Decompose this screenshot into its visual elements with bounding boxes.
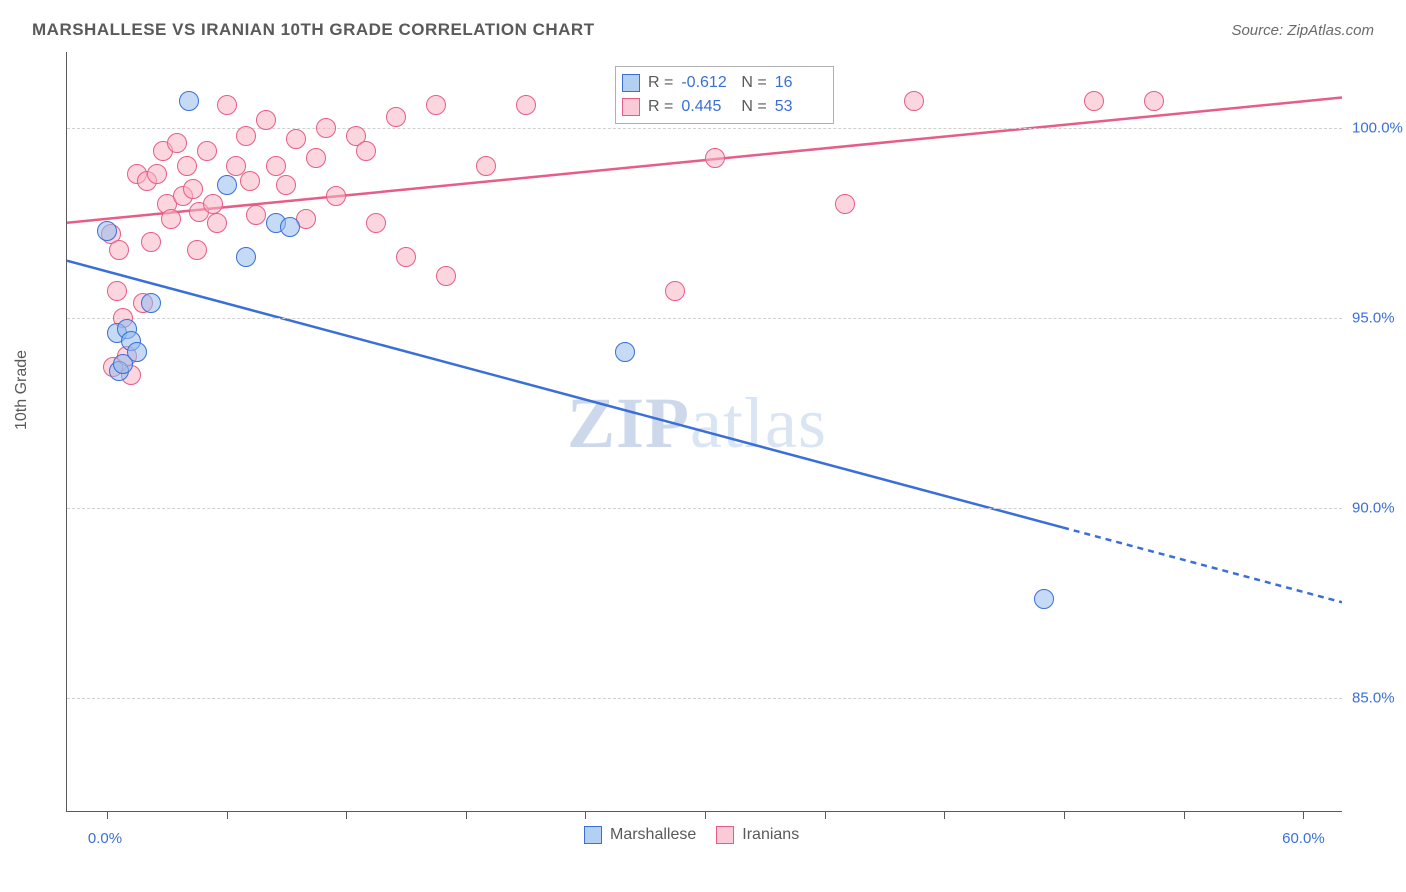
y-tick-label: 90.0% (1352, 500, 1406, 517)
data-point (366, 213, 386, 233)
data-point (316, 118, 336, 138)
data-point (904, 91, 924, 111)
source-credit: Source: ZipAtlas.com (1231, 22, 1374, 39)
data-point (236, 247, 256, 267)
x-tick (1064, 811, 1065, 819)
data-point (835, 194, 855, 214)
gridline (67, 698, 1342, 699)
x-tick (705, 811, 706, 819)
gridline (67, 318, 1342, 319)
correlation-stats-box: R = -0.612 N = 16 R = 0.445 N = 53 (615, 66, 834, 124)
gridline (67, 128, 1342, 129)
data-point (426, 95, 446, 115)
watermark: ZIPatlas (567, 382, 827, 465)
data-point (217, 95, 237, 115)
data-point (476, 156, 496, 176)
data-point (183, 179, 203, 199)
data-point (436, 266, 456, 286)
data-point (236, 126, 256, 146)
x-tick (107, 811, 108, 819)
data-point (266, 156, 286, 176)
data-point (167, 133, 187, 153)
data-point (147, 164, 167, 184)
data-point (276, 175, 296, 195)
scatter-plot: ZIPatlas R = -0.612 N = 16 R = 0.445 N =… (66, 52, 1342, 812)
y-tick-label: 85.0% (1352, 690, 1406, 707)
swatch-pink-icon (622, 98, 640, 116)
data-point (286, 129, 306, 149)
x-tick (346, 811, 347, 819)
x-tick (1184, 811, 1185, 819)
data-point (1034, 589, 1054, 609)
data-point (516, 95, 536, 115)
data-point (177, 156, 197, 176)
y-tick-label: 95.0% (1352, 310, 1406, 327)
data-point (615, 342, 635, 362)
legend-label: Marshallese (610, 826, 696, 844)
swatch-blue-icon (622, 74, 640, 92)
x-tick-label: 60.0% (1282, 830, 1325, 847)
y-axis-label: 10th Grade (13, 350, 31, 430)
x-tick (944, 811, 945, 819)
data-point (1084, 91, 1104, 111)
data-point (396, 247, 416, 267)
x-tick (585, 811, 586, 819)
y-tick-label: 100.0% (1352, 120, 1406, 137)
data-point (127, 342, 147, 362)
data-point (217, 175, 237, 195)
data-point (306, 148, 326, 168)
page-title: MARSHALLESE VS IRANIAN 10TH GRADE CORREL… (32, 20, 595, 40)
data-point (326, 186, 346, 206)
data-point (246, 205, 266, 225)
x-tick (466, 811, 467, 819)
data-point (256, 110, 276, 130)
data-point (1144, 91, 1164, 111)
data-point (141, 293, 161, 313)
data-point (240, 171, 260, 191)
data-point (665, 281, 685, 301)
data-point (187, 240, 207, 260)
x-tick (1303, 811, 1304, 819)
data-point (161, 209, 181, 229)
x-tick-label: 0.0% (88, 830, 122, 847)
data-point (203, 194, 223, 214)
swatch-blue-icon (584, 826, 602, 844)
x-tick (227, 811, 228, 819)
x-tick (825, 811, 826, 819)
data-point (207, 213, 227, 233)
data-point (179, 91, 199, 111)
data-point (141, 232, 161, 252)
data-point (107, 281, 127, 301)
data-point (356, 141, 376, 161)
stat-row-marshallese: R = -0.612 N = 16 (622, 71, 827, 95)
data-point (386, 107, 406, 127)
legend-item-marshallese: Marshallese (584, 826, 696, 844)
data-point (197, 141, 217, 161)
swatch-pink-icon (716, 826, 734, 844)
legend: Marshallese Iranians (584, 826, 799, 844)
data-point (705, 148, 725, 168)
stat-row-iranians: R = 0.445 N = 53 (622, 95, 827, 119)
legend-item-iranians: Iranians (716, 826, 799, 844)
gridline (67, 508, 1342, 509)
data-point (109, 240, 129, 260)
data-point (280, 217, 300, 237)
legend-label: Iranians (742, 826, 799, 844)
data-point (97, 221, 117, 241)
